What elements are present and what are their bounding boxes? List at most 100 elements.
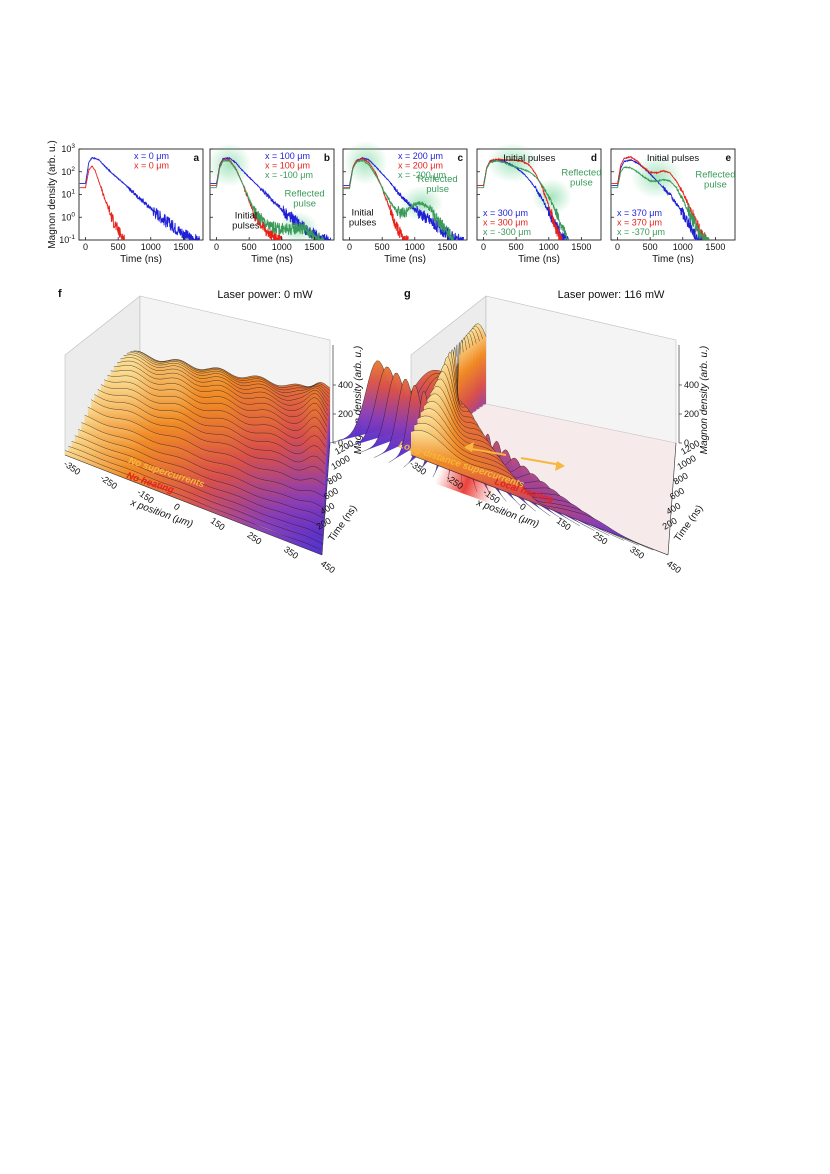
x-tick-label: 1500: [304, 242, 324, 252]
x-tick-label: 1000: [673, 242, 693, 252]
time-tick-label: 1000: [329, 453, 351, 472]
panel-letter: e: [725, 153, 731, 164]
legend-entry-1: x = 0 μm: [134, 151, 169, 161]
annotation-initial: Initial pulses: [503, 153, 556, 164]
right-arrowhead: [555, 461, 565, 471]
series-line-3: [611, 165, 710, 241]
annotation-initial-2: pulses: [349, 217, 377, 228]
surface-slice: [71, 441, 323, 546]
legend-entry-3: x = -200 μm: [398, 170, 446, 180]
surface-slice: [68, 446, 323, 551]
panel-letter: b: [324, 153, 330, 164]
x-tick-label: 350: [282, 544, 300, 561]
slice-contour: [77, 429, 324, 519]
x-axis-label: Time (ns): [251, 254, 293, 265]
x-tick-label: 0: [615, 242, 620, 252]
x-tick-label: 250: [245, 530, 263, 547]
series-line-2: [79, 165, 125, 240]
z-tick-label: 200: [684, 409, 699, 419]
x-tick-label: 1500: [571, 242, 591, 252]
slice-contour: [117, 360, 328, 416]
x-tick-label: 0: [347, 242, 352, 252]
initial-pulse-glow: [630, 154, 683, 199]
panel-letter: d: [591, 153, 597, 164]
slice-contour: [130, 351, 330, 398]
legend-entry-3: x = -100 μm: [265, 170, 313, 180]
x-tick-label: 0: [518, 501, 528, 512]
annotation-initial: Initial pulses: [647, 153, 700, 164]
z-tick-label: 200: [338, 409, 353, 419]
slice-contour: [133, 350, 330, 394]
z-tick-label: 400: [684, 380, 699, 390]
x-axis: [64, 454, 323, 556]
x-tick-label: 0: [214, 242, 219, 252]
x-tick-label: 450: [665, 558, 683, 575]
x-axis-label: Time (ns): [120, 254, 162, 265]
annotation-initial: Initial: [351, 207, 373, 218]
slice-contour: [94, 394, 326, 465]
x-axis: [410, 454, 669, 556]
slice-contour: [100, 384, 327, 448]
slice-contour: [68, 445, 323, 544]
local-heating-spot: [434, 466, 498, 504]
slice-contour: [64, 450, 323, 551]
x-tick-label: 1500: [173, 242, 193, 252]
slice-contour: [120, 357, 329, 411]
x-tick-label: 1000: [272, 242, 292, 252]
slice-contour: [113, 365, 328, 421]
surface-slice: [65, 450, 322, 555]
y-tick-label: 101: [61, 189, 75, 200]
series-line-3: [210, 159, 325, 241]
series-line-3: [477, 159, 569, 240]
x-tick-label: 500: [111, 242, 126, 252]
slice-contour: [126, 352, 329, 402]
annotation-reflected: Reflected: [561, 167, 601, 178]
x-axis-label: Time (ns): [652, 254, 694, 265]
panel-e: 0 500 1000 1500 Time (ns) e x = 370 μmx = 370 …: [610, 148, 735, 265]
y-tick-label: 103: [61, 143, 75, 154]
legend-entry-2: x = 200 μm: [398, 161, 443, 171]
time-axis: [667, 442, 677, 556]
x-axis-label: x position (μm): [128, 497, 194, 530]
x-tick-label: -350: [62, 458, 82, 477]
legend-entry-1: x = 200 μm: [398, 151, 443, 161]
y-tick-label: 100: [61, 211, 75, 222]
z-axis-label: Magnon density (arb. u.): [699, 346, 710, 454]
legend-entry-1: x = 370 μm: [617, 208, 662, 218]
z-tick-label: 400: [338, 380, 353, 390]
x-tick-label: 350: [628, 544, 646, 561]
initial-pulse-glow: [207, 142, 252, 187]
x-tick-label: 500: [242, 242, 257, 252]
time-tick-label: 1000: [675, 453, 697, 472]
x-tick-label: 1000: [141, 242, 161, 252]
slice-contour: [107, 374, 327, 433]
surface-slice: [344, 326, 483, 448]
annotation-reflected-2: pulse: [426, 184, 449, 195]
legend-entry-2: x = 100 μm: [265, 161, 310, 171]
panel-letter: a: [193, 153, 199, 164]
panel-b: 0 500 1000 1500 Time (ns) b x = 100 μmx = 100 …: [207, 142, 335, 265]
legend-entry-3: x = -300 μm: [483, 227, 531, 237]
x-tick-label: 150: [209, 516, 227, 533]
slice-contour: [87, 406, 325, 486]
initial-pulse-glow: [486, 142, 539, 183]
annotation-reflected: Reflected: [418, 174, 458, 185]
slice-contour: [110, 370, 328, 427]
annotation-reflected-2: pulse: [293, 199, 316, 210]
x-tick-label: 1500: [705, 242, 725, 252]
panel-letter: c: [457, 153, 463, 164]
slice-contour: [90, 399, 325, 474]
slice-contour: [71, 440, 323, 537]
left-arrow: [465, 447, 507, 456]
panel-c: 0 500 1000 1500 Time (ns) c x = 200 μmx = 200 …: [342, 140, 468, 265]
x-tick-label: 1000: [539, 242, 559, 252]
annotation-reflected-2: pulse: [704, 180, 727, 191]
legend-entry-2: x = 370 μm: [617, 218, 662, 228]
slice-contour: [81, 422, 324, 509]
annotation-reflected: Reflected: [695, 170, 735, 181]
x-tick-label: 450: [319, 558, 337, 575]
z-axis-label: Magnon density (arb. u.): [353, 346, 364, 454]
